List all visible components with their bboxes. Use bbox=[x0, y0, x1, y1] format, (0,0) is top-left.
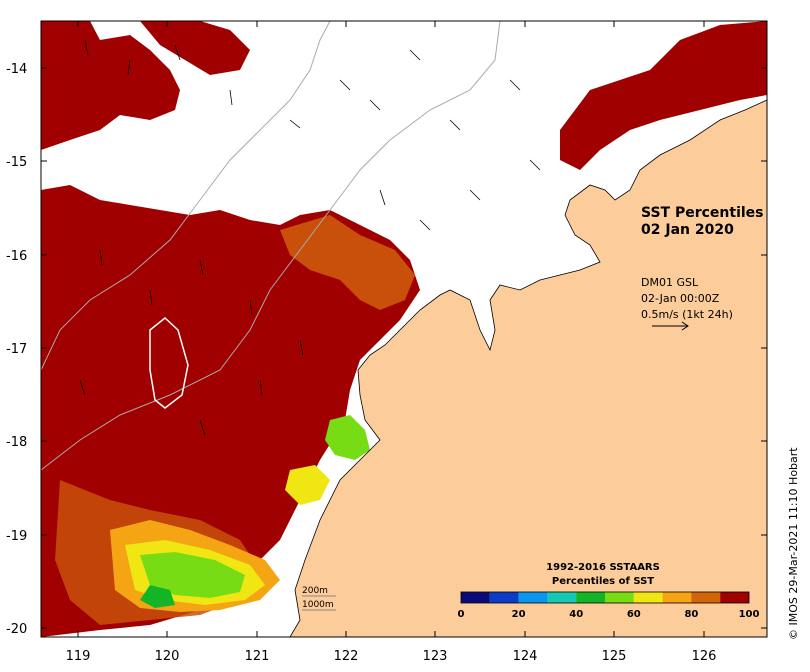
map-plot-area bbox=[41, 21, 767, 637]
colorbar-tick: 100 bbox=[739, 609, 760, 620]
svg-text:-20: -20 bbox=[6, 622, 27, 637]
svg-text:121: 121 bbox=[245, 649, 270, 664]
colorbar-tick: 80 bbox=[684, 609, 698, 620]
plot-frame bbox=[40, 20, 768, 638]
contour-loop bbox=[149, 317, 189, 409]
y-tick: -19 bbox=[6, 529, 767, 544]
current-info-line1: DM01 GSL bbox=[641, 276, 699, 289]
sst-region-brown bbox=[280, 215, 415, 310]
colorbar-swatch bbox=[720, 592, 749, 603]
x-tick: 122 bbox=[334, 21, 359, 664]
sst-region-high-north bbox=[41, 21, 180, 150]
sst-region-green bbox=[140, 552, 245, 598]
colorbar-frame bbox=[460, 591, 750, 604]
svg-text:120: 120 bbox=[155, 649, 180, 664]
sst-region-high-northeast bbox=[560, 21, 767, 170]
svg-text:-16: -16 bbox=[6, 249, 27, 264]
svg-text:123: 123 bbox=[423, 649, 448, 664]
reference-arrow-icon bbox=[652, 321, 689, 331]
svg-text:124: 124 bbox=[513, 649, 538, 664]
colorbar-swatch bbox=[605, 592, 634, 603]
y-tick: -17 bbox=[6, 342, 767, 357]
x-tick: 120 bbox=[155, 21, 180, 664]
colorbar-swatch bbox=[691, 592, 721, 603]
sst-region-green-coast2 bbox=[285, 465, 330, 505]
colorbar-swatch bbox=[461, 592, 490, 603]
current-info-line3: 0.5m/s (1kt 24h) bbox=[641, 308, 733, 321]
svg-text:-18: -18 bbox=[6, 435, 27, 450]
svg-text:122: 122 bbox=[334, 649, 359, 664]
y-tick: -20 bbox=[6, 622, 767, 637]
x-tick: 121 bbox=[245, 21, 270, 664]
colorbar-title-line1: 1992-2016 SSTAARS bbox=[546, 562, 660, 573]
colorbar-tick: 0 bbox=[458, 609, 465, 620]
svg-text:-17: -17 bbox=[6, 342, 27, 357]
x-tick: 124 bbox=[513, 21, 538, 664]
colorbar-tick: 20 bbox=[512, 609, 526, 620]
credit-text: © IMOS 29-Mar-2021 11:10 Hobart bbox=[787, 447, 800, 640]
x-tick: 125 bbox=[602, 21, 627, 664]
colorbar: 1992-2016 SSTAARS Percentiles of SST 0 2… bbox=[458, 562, 760, 620]
colorbar-swatch bbox=[662, 592, 692, 603]
x-tick: 119 bbox=[66, 21, 91, 664]
depth-legend-200m: 200m bbox=[302, 586, 328, 596]
colorbar-swatches bbox=[461, 592, 749, 603]
current-arrows bbox=[79, 39, 541, 436]
y-tick: -14 bbox=[6, 62, 767, 77]
y-tick: -15 bbox=[6, 155, 767, 170]
svg-text:119: 119 bbox=[66, 649, 91, 664]
current-info-line2: 02-Jan 00:00Z bbox=[641, 292, 720, 305]
land-australia bbox=[289, 21, 767, 637]
y-tick: -18 bbox=[6, 435, 767, 450]
svg-text:126: 126 bbox=[692, 649, 717, 664]
colorbar-swatch bbox=[576, 592, 605, 603]
svg-text:-14: -14 bbox=[6, 62, 27, 77]
isobath-200m bbox=[41, 21, 501, 471]
colorbar-swatch bbox=[633, 592, 663, 603]
colorbar-title-line2: Percentiles of SST bbox=[552, 576, 654, 587]
colorbar-swatch bbox=[547, 592, 577, 603]
x-axis: 119 120 121 122 123 124 125 126 bbox=[66, 21, 717, 664]
svg-text:125: 125 bbox=[602, 649, 627, 664]
x-tick: 126 bbox=[692, 21, 717, 664]
map-title-line1: SST Percentiles bbox=[641, 205, 764, 221]
svg-text:-15: -15 bbox=[6, 155, 27, 170]
colorbar-swatch bbox=[489, 592, 519, 603]
colorbar-swatch bbox=[518, 592, 548, 603]
isobath-1000m bbox=[41, 21, 331, 371]
y-tick: -16 bbox=[6, 249, 767, 264]
colorbar-tick: 60 bbox=[627, 609, 641, 620]
x-tick: 123 bbox=[423, 21, 448, 664]
depth-legend-1000m: 1000m bbox=[302, 600, 334, 610]
sst-region-green-dark bbox=[140, 585, 175, 608]
sst-region-green-coast bbox=[325, 415, 370, 460]
map-title-line2: 02 Jan 2020 bbox=[641, 222, 734, 238]
y-axis: -14 -15 -16 -17 -18 -19 -20 bbox=[6, 62, 767, 637]
svg-text:-19: -19 bbox=[6, 529, 27, 544]
sst-region-high-north2 bbox=[140, 21, 250, 75]
colorbar-tick: 40 bbox=[569, 609, 583, 620]
